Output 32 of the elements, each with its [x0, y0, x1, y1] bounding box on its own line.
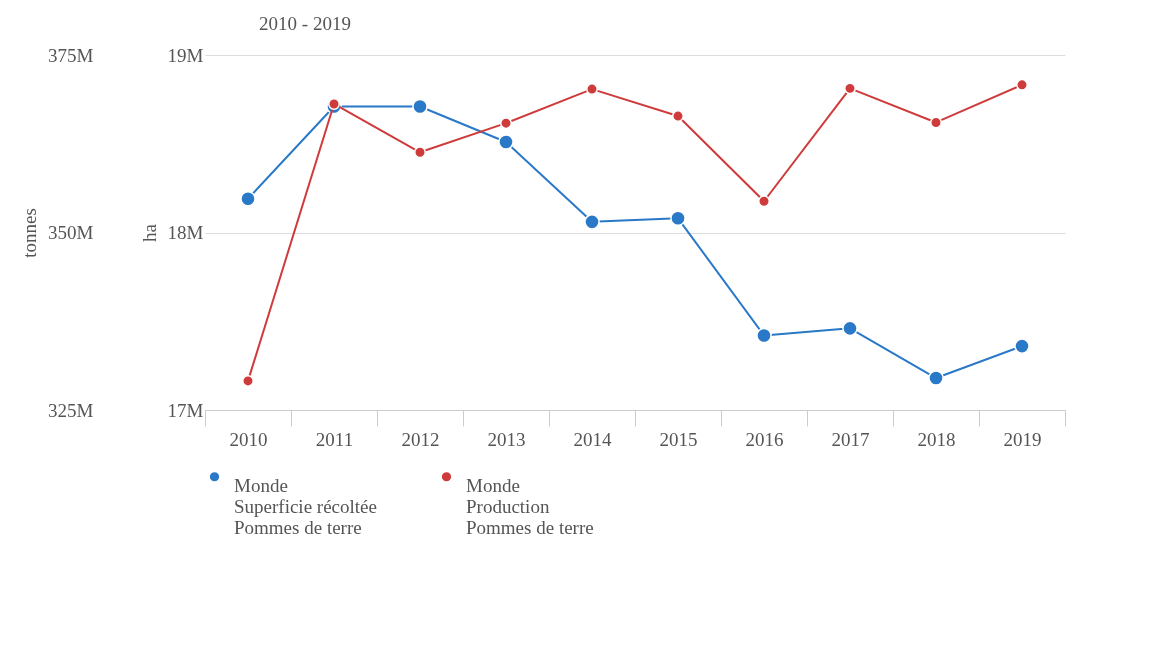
y-tick-label: 18M [167, 222, 204, 243]
point [842, 320, 858, 337]
x-tick-label: 2016 [745, 428, 784, 450]
point [328, 98, 340, 110]
point [1014, 338, 1030, 354]
x-tick-label: 2010 [229, 428, 268, 450]
legend-label: Monde Production Pommes de terre [466, 474, 594, 538]
point [584, 214, 600, 230]
y2-axis-title: tonnes [19, 208, 41, 258]
x-tick-label: 2018 [917, 428, 956, 450]
y2-tick-label: 375M [48, 44, 94, 66]
point [242, 374, 254, 387]
x-tick-label: 2014 [573, 428, 612, 450]
point [412, 98, 428, 115]
y-tick-label: 19M [167, 44, 204, 66]
x-tick-label: 2017 [831, 428, 870, 450]
point [498, 134, 514, 150]
y-axis-title: ha [138, 223, 160, 242]
x-tick-label: 2011 [315, 428, 354, 450]
y-tick-label: 17M [167, 399, 204, 421]
legend-label: Monde Superficie récoltée Pommes de terre [234, 474, 377, 538]
point [240, 190, 256, 207]
x-tick-label: 2012 [401, 428, 440, 450]
chart-title: 2010 - 2019 [259, 13, 351, 34]
y2-tick-label: 325M [48, 399, 94, 421]
x-tick-label: 2015 [659, 428, 698, 450]
point [670, 210, 686, 227]
x-tick-label: 2019 [1003, 428, 1042, 450]
y2-tick-label: 350M [48, 222, 94, 243]
x-tick-label: 2013 [487, 428, 526, 450]
point [928, 370, 944, 386]
point [756, 327, 772, 344]
